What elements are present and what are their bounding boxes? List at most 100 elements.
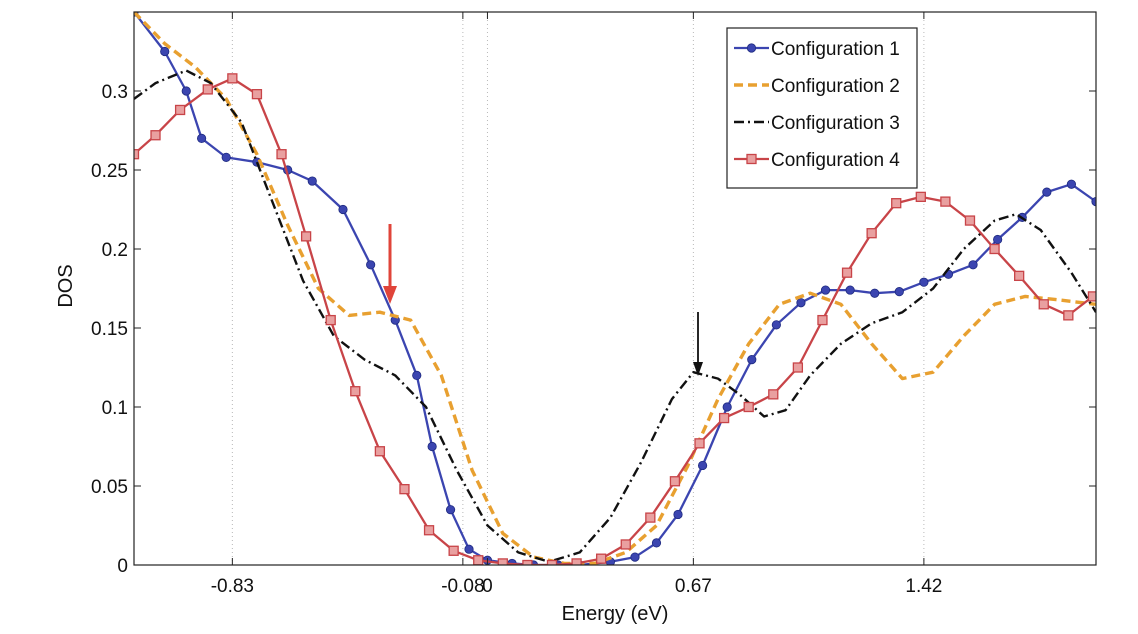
- series-1-point-1: [160, 46, 170, 57]
- series-4-point-11: [399, 484, 410, 495]
- legend-label-3: Configuration 3: [771, 113, 900, 134]
- y-tick-label: 0.15: [91, 319, 128, 340]
- series-4-point-3: [202, 84, 213, 95]
- series-1-point-11: [412, 370, 422, 380]
- series-1-point-3: [197, 133, 207, 143]
- series-4-point-19: [596, 553, 607, 564]
- series-1-point-22: [651, 538, 662, 548]
- series-4-point-8: [325, 314, 336, 326]
- series-4-point-18: [571, 558, 582, 565]
- x-tick-label: 0.67: [675, 576, 712, 597]
- series-4-point-30: [866, 228, 877, 239]
- series-1-point-14: [464, 544, 474, 554]
- x-tick-label: -0.08: [441, 576, 484, 597]
- series-4-point-27: [792, 362, 804, 373]
- legend-label-2: Configuration 2: [771, 76, 900, 97]
- series-4-point-9: [350, 386, 361, 397]
- annotations: [383, 224, 703, 376]
- series-1-point-39: [1066, 179, 1077, 189]
- series-line-1: [134, 12, 1096, 565]
- series-1-point-29: [820, 285, 831, 295]
- plot-area: 00.050.10.150.20.250.3-0.83 -0.080 0.67 1.4…: [91, 11, 1097, 597]
- series-1-point-7: [307, 176, 317, 186]
- series-4-point-20: [620, 539, 631, 550]
- black-arrow-head: [693, 362, 703, 376]
- y-tick-label: 0: [117, 556, 128, 577]
- series-4-point-12: [423, 525, 435, 536]
- series-1-point-24: [697, 460, 708, 471]
- legend-label-4: Configuration 4: [771, 150, 900, 171]
- y-tick-label: 0.1: [102, 398, 128, 419]
- series-1-point-8: [338, 204, 348, 215]
- series-1-point-30: [845, 285, 855, 295]
- series-1-point-40: [1091, 197, 1096, 207]
- series-1-point-13: [445, 505, 456, 515]
- series-1-point-35: [968, 260, 978, 270]
- series-4-point-23: [694, 438, 705, 449]
- x-axis-label: Energy (eV): [562, 603, 669, 625]
- x-tick-label: 1.42: [905, 576, 942, 597]
- series-4-point-16: [522, 559, 533, 565]
- series-4-point-5: [251, 89, 263, 100]
- series-4-point-26: [768, 389, 779, 400]
- series-1-point-2: [181, 86, 191, 96]
- series-1-point-38: [1042, 187, 1052, 197]
- y-tick-label: 0.25: [91, 161, 128, 182]
- red-arrow-head: [383, 286, 397, 304]
- series-4-point-32: [915, 191, 926, 203]
- legend-marker-4: [746, 153, 757, 165]
- legend-item-3: Configuration 3: [734, 113, 900, 134]
- series-1-point-31: [870, 288, 880, 298]
- series-4-point-38: [1063, 310, 1074, 321]
- series-4-point-13: [448, 545, 459, 556]
- series-4-point-6: [276, 149, 287, 160]
- series-1-point-25: [722, 402, 732, 412]
- series-1-point-26: [747, 354, 757, 365]
- series-4-point-25: [743, 401, 754, 413]
- series-1-point-32: [894, 287, 904, 297]
- series-line-4: [134, 77, 1094, 565]
- series-4-point-36: [1014, 270, 1025, 282]
- legend-marker-1: [746, 43, 757, 53]
- series-1-point-23: [673, 509, 683, 520]
- series-4-point-39: [1087, 291, 1096, 302]
- series-4-point-2: [174, 104, 186, 116]
- series-line-2: [134, 12, 1096, 565]
- legend-item-2: Configuration 2: [734, 76, 900, 97]
- series-1-point-28: [796, 298, 806, 308]
- series-4-point-22: [669, 476, 681, 487]
- series-4-point-21: [645, 512, 656, 523]
- y-tick-label: 0.05: [91, 477, 128, 498]
- series-4-point-28: [817, 314, 828, 326]
- series-4-point-0: [134, 149, 140, 160]
- legend-item-4: Configuration 4: [734, 150, 900, 171]
- series-1-point-12: [427, 441, 437, 452]
- series-2: [134, 12, 1096, 565]
- series-4-point-14: [473, 555, 484, 565]
- x-tick-label: 0: [482, 576, 493, 597]
- series-4-point-1: [150, 130, 161, 141]
- series-4-point-34: [964, 215, 976, 226]
- legend-label-1: Configuration 1: [771, 39, 900, 60]
- series-4-point-29: [841, 267, 853, 278]
- series-1-point-36: [993, 234, 1003, 245]
- series-4-point-33: [940, 196, 951, 207]
- y-tick-label: 0.3: [102, 82, 128, 103]
- series-1-point-9: [366, 260, 376, 270]
- series-1-point-33: [919, 277, 929, 287]
- series-4-point-35: [989, 243, 1000, 255]
- series-1-point-4: [221, 152, 231, 162]
- series-4-point-15: [497, 558, 508, 565]
- y-tick-label: 0.2: [102, 240, 128, 261]
- x-tick-label: -0.83: [211, 576, 254, 597]
- series-4: [134, 73, 1096, 565]
- series-4-point-7: [300, 231, 312, 242]
- legend-box: [726, 27, 918, 189]
- series-1: [134, 12, 1096, 565]
- axes-frame: [133, 11, 1097, 566]
- y-axis-label: DOS: [55, 264, 77, 307]
- series-4-point-37: [1038, 299, 1049, 310]
- series-4-point-17: [546, 559, 558, 565]
- series-1-point-21: [630, 552, 640, 562]
